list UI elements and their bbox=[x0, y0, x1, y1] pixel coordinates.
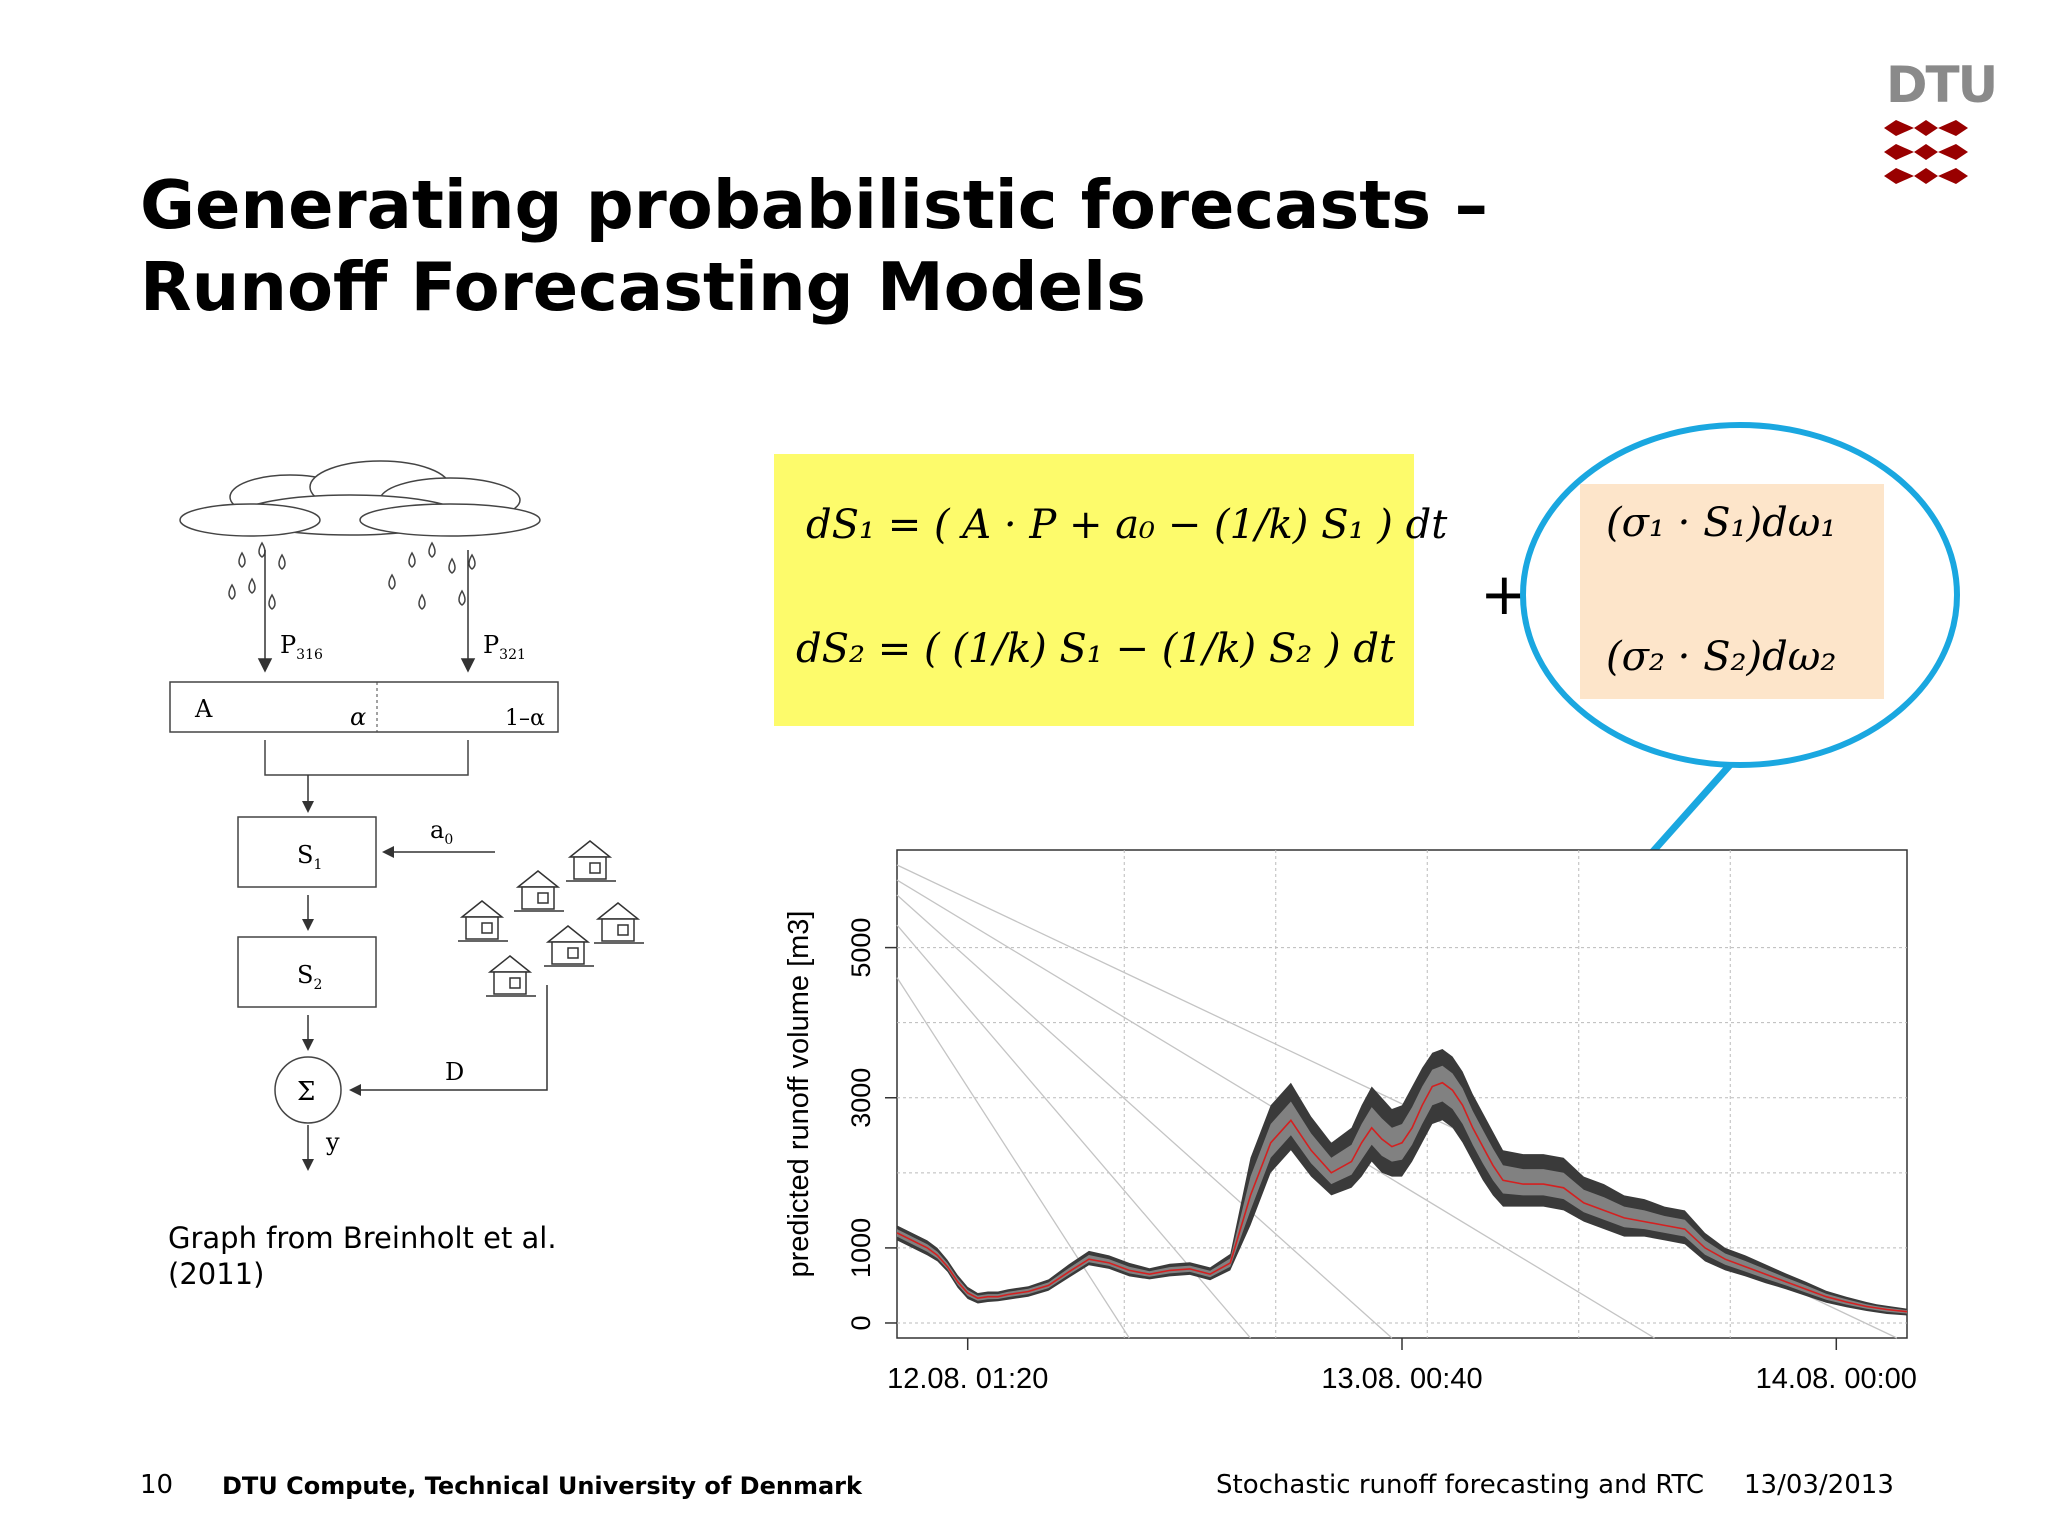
page-number: 10 bbox=[140, 1470, 174, 1500]
sigma-label: Σ bbox=[297, 1077, 315, 1107]
sum-node bbox=[274, 1056, 342, 1124]
figure-caption: Graph from Breinholt et al. (2011) bbox=[168, 1221, 557, 1291]
decay-line bbox=[896, 894, 1393, 1339]
s1-box bbox=[237, 816, 377, 888]
y-tick-label: 5000 bbox=[846, 918, 876, 978]
runoff-model-diagram: P316 P321 A α 1–α S1 a0 S2 Σ D y bbox=[169, 460, 644, 1171]
equation-s1: dS₁ = ( A · P + a₀ − (1/k) S₁ ) dt bbox=[806, 502, 1448, 548]
y-axis-label: predicted runoff volume [m3] bbox=[783, 911, 815, 1278]
noise-term-1: (σ₁ · S₁)dω₁ bbox=[1606, 500, 1837, 546]
y-tick-label: 1000 bbox=[846, 1218, 876, 1278]
noise-term-box: (σ₁ · S₁)dω₁ (σ₂ · S₂)dω₂ bbox=[1580, 484, 1884, 699]
y-label: y bbox=[325, 1128, 340, 1156]
forecast-median-line bbox=[896, 1081, 1908, 1313]
s2-label: S2 bbox=[297, 961, 322, 993]
s2-box bbox=[237, 936, 377, 1008]
p316-label: P316 bbox=[280, 631, 323, 663]
cloud-icon bbox=[179, 460, 541, 537]
s1-label: S1 bbox=[297, 841, 322, 873]
equation-box: dS₁ = ( A · P + a₀ − (1/k) S₁ ) dt dS₂ =… bbox=[774, 454, 1447, 726]
x-tick-label: 12.08. 01:20 bbox=[887, 1363, 1048, 1395]
title-line-1: Generating probabilistic forecasts – bbox=[140, 166, 1488, 244]
logo-text: DTU bbox=[1886, 56, 1998, 114]
footer-topic: Stochastic runoff forecasting and RTC bbox=[1216, 1470, 1705, 1500]
x-tick-label: 14.08. 00:00 bbox=[1756, 1363, 1917, 1395]
dtu-logo-mark bbox=[1884, 120, 1968, 184]
p321-label: P321 bbox=[483, 631, 526, 663]
a0-label: a0 bbox=[430, 816, 453, 848]
a-label: A bbox=[194, 695, 213, 723]
catchment-box bbox=[169, 681, 559, 733]
footer-organization: DTU Compute, Technical University of Den… bbox=[222, 1472, 862, 1500]
title-line-2: Runoff Forecasting Models bbox=[140, 248, 1146, 326]
y-tick-label: 3000 bbox=[846, 1068, 876, 1128]
one-minus-alpha-label: 1–α bbox=[505, 706, 545, 731]
runoff-forecast-chart: 0 1000 3000 5000 12.08. 01:20 13.08. 00:40 14… bbox=[783, 849, 1917, 1395]
dtu-logo: DTU bbox=[1878, 56, 1998, 196]
house-icon bbox=[458, 840, 644, 997]
noise-term-2: (σ₂ · S₂)dω₂ bbox=[1606, 634, 1837, 680]
x-tick-label: 13.08. 00:40 bbox=[1321, 1363, 1482, 1395]
d-label: D bbox=[445, 1058, 464, 1086]
equation-s2: dS₂ = ( (1/k) S₁ − (1/k) S₂ ) dt bbox=[796, 626, 1396, 672]
raindrop-icon bbox=[228, 541, 476, 610]
y-tick-label: 0 bbox=[846, 1315, 876, 1330]
decay-line bbox=[896, 977, 1130, 1339]
alpha-label: α bbox=[350, 703, 366, 731]
slide-title: Generating probabilistic forecasts – Run… bbox=[140, 164, 1640, 328]
footer-date: 13/03/2013 bbox=[1744, 1470, 1894, 1500]
